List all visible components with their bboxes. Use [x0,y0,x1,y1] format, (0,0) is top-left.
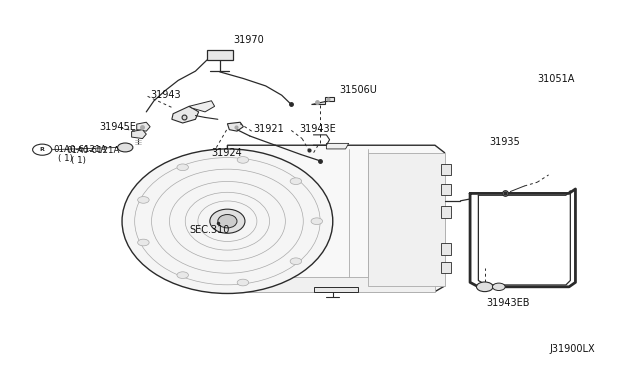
Circle shape [311,218,323,225]
Text: 31943E: 31943E [300,124,336,134]
Text: R: R [40,147,45,152]
Text: ( 1): ( 1) [58,154,73,163]
Polygon shape [218,167,227,182]
Polygon shape [227,145,445,292]
Polygon shape [237,277,435,292]
Text: SEC.310: SEC.310 [189,225,230,235]
Ellipse shape [218,215,237,228]
Circle shape [290,258,301,264]
Text: 01A0-6121A: 01A0-6121A [54,145,107,154]
Polygon shape [189,101,214,112]
Text: 31943: 31943 [151,90,181,100]
Polygon shape [442,262,451,273]
Text: 01A0-6121A: 01A0-6121A [67,146,120,155]
Text: 31051A: 31051A [537,74,575,84]
Polygon shape [227,122,243,131]
Circle shape [138,239,149,246]
Circle shape [492,283,505,291]
Circle shape [476,282,493,292]
Polygon shape [442,164,451,175]
Polygon shape [314,287,358,292]
Text: 31921: 31921 [253,124,284,134]
Polygon shape [442,243,451,254]
Circle shape [237,157,249,163]
Polygon shape [368,153,445,286]
Polygon shape [132,130,147,138]
Polygon shape [137,122,150,131]
Polygon shape [442,184,451,195]
Text: 31945E: 31945E [100,122,136,132]
Text: 31970: 31970 [234,35,264,45]
Polygon shape [218,219,227,234]
Text: J31900LX: J31900LX [550,344,596,354]
Text: 31924: 31924 [211,148,242,158]
Ellipse shape [122,149,333,294]
Polygon shape [442,206,451,218]
Circle shape [237,279,249,286]
Circle shape [138,196,149,203]
Circle shape [177,272,188,279]
Polygon shape [326,143,349,149]
Polygon shape [218,260,227,275]
Text: 31935: 31935 [489,137,520,147]
Bar [207,49,232,60]
Polygon shape [311,97,334,105]
Circle shape [290,178,301,185]
Polygon shape [172,106,198,123]
Ellipse shape [210,209,245,233]
Text: ( 1): ( 1) [71,155,86,164]
Circle shape [177,164,188,171]
Circle shape [118,143,133,152]
Text: 31506U: 31506U [339,85,377,94]
Text: 31943EB: 31943EB [486,298,529,308]
